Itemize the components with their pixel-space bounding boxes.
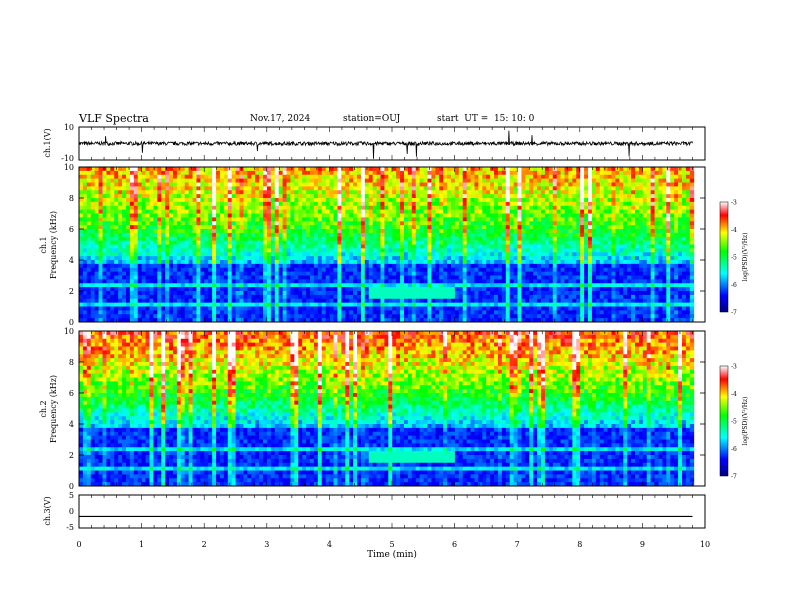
ch2-colorbar: -3 -4 -5 -6 -7 log(PSD)(V²/Hz) xyxy=(719,364,749,481)
ch2-ylabel-frequency: Frequency (kHz) xyxy=(49,375,58,443)
ch1-trace xyxy=(78,130,693,159)
cb1-ticks-label: -7 xyxy=(731,310,737,317)
ch1-spectrogram xyxy=(79,167,705,323)
spec2-ticks-label: 10 xyxy=(64,327,74,336)
spec2-ticks-label: 4 xyxy=(69,420,74,429)
ch2-ylabel-channel: ch.2 xyxy=(39,400,48,417)
ch1-spectrogram-panel: 0 2 4 6 8 10 ch.1 Frequency (kHz) xyxy=(39,163,706,327)
cb2-ticks-label: -4 xyxy=(731,391,737,398)
date-label: Nov.17, 2024 xyxy=(250,114,311,124)
x-tick-label: 3 xyxy=(264,540,269,549)
spec1-ticks-label: 0 xyxy=(69,318,74,327)
cb2-ticks-label: -6 xyxy=(731,446,737,453)
cb2-ticks-label: -7 xyxy=(731,474,737,481)
ch1-ylabel-frequency: Frequency (kHz) xyxy=(49,211,58,279)
x-tick-label: 1 xyxy=(139,540,144,549)
ch2-spectrogram-panel: 0 2 4 6 8 10 ch.2 Frequency (kHz) xyxy=(39,327,706,491)
ch2-spectrogram xyxy=(79,331,705,487)
ch2-colorbar-label: log(PSD)(V²/Hz) xyxy=(742,397,749,446)
cb1-ticks-label: -4 xyxy=(731,227,737,234)
spec1-ticks-label: 4 xyxy=(69,256,74,265)
cb1-ticks-label: -3 xyxy=(731,200,737,207)
ch1-colorbar: -3 -4 -5 -6 -7 log(PSD)(V²/Hz) xyxy=(719,200,749,317)
ch3-ytick-top: 5 xyxy=(69,491,74,500)
spec1-ticks-label: 10 xyxy=(64,163,74,172)
ch1-ytick-top: 10 xyxy=(64,123,74,132)
cb1-ticks-label: -6 xyxy=(731,282,737,289)
spec2-ticks-label: 0 xyxy=(69,482,74,491)
ch3-ylabel: ch.3(V) xyxy=(43,496,52,525)
spec1-ticks-label: 6 xyxy=(69,225,74,234)
station-label: station=OUJ xyxy=(343,114,401,124)
x-tick-label: 7 xyxy=(515,540,520,549)
spec2-ticks-label: 8 xyxy=(69,358,74,367)
x-tick-label: 8 xyxy=(577,540,582,549)
x-tick-label: 10 xyxy=(700,540,710,549)
chart-title: VLF Spectra xyxy=(79,112,149,125)
ch1-ylabel-channel: ch.1 xyxy=(39,236,48,253)
ch3-ytick-bottom: -5 xyxy=(66,523,74,532)
ch1-waveform-panel: 10 -10 ch.1(V) xyxy=(43,123,706,163)
start-time-label: start UT = 15: 10: 0 xyxy=(437,114,535,124)
cb2-ticks-label: -5 xyxy=(731,419,737,426)
x-tick-label: 5 xyxy=(389,540,394,549)
x-tick-label: 2 xyxy=(202,540,207,549)
x-tick-label: 4 xyxy=(327,540,332,549)
spec2-ticks-label: 6 xyxy=(69,389,74,398)
spec1-ticks-label: 2 xyxy=(69,287,74,296)
ch3-waveform-panel: 5 0 -5 ch.3(V) 0 1 2 3 4 5 6 7 8 9 10 Time (min) xyxy=(43,127,710,560)
spec1-ticks-label: 8 xyxy=(69,194,74,203)
x-axis-label: Time (min) xyxy=(367,549,417,560)
cb1-ticks-label: -5 xyxy=(731,255,737,262)
spec2-ticks-label: 2 xyxy=(69,451,74,460)
x-tick-label: 9 xyxy=(640,540,645,549)
x-tick-label: 6 xyxy=(452,540,457,549)
cb2-ticks-label: -3 xyxy=(731,364,737,371)
ch1-colorbar-label: log(PSD)(V²/Hz) xyxy=(742,233,749,282)
ch1-ylabel: ch.1(V) xyxy=(43,128,52,157)
x-tick-label: 0 xyxy=(76,540,81,549)
ch1-ytick-bottom: -10 xyxy=(61,154,74,163)
ch3-ytick-mid: 0 xyxy=(69,507,74,516)
